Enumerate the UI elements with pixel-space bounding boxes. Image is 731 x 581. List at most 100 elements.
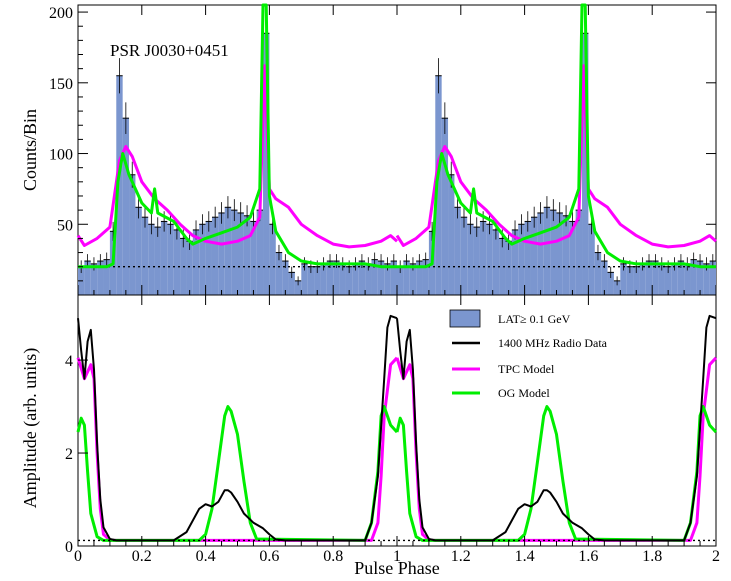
histogram-bar xyxy=(333,261,340,295)
og-model-top-curve xyxy=(397,3,716,269)
x-tick-label: 0.4 xyxy=(196,548,216,565)
histogram-bar xyxy=(314,266,321,295)
histogram-bar xyxy=(371,259,378,295)
tpc-model-curve xyxy=(395,356,718,542)
histogram-bar xyxy=(499,238,506,295)
histogram-bar xyxy=(84,261,91,295)
histogram-bar xyxy=(263,33,270,295)
histogram-bar xyxy=(339,263,346,295)
histogram-bar xyxy=(441,118,449,295)
histogram-bar xyxy=(345,266,353,295)
histogram-bar xyxy=(556,212,563,295)
histogram-bar xyxy=(645,261,653,295)
histogram-bar xyxy=(479,221,487,295)
histogram-bar xyxy=(575,210,583,295)
x-tick-label: 0.8 xyxy=(323,548,343,565)
histogram-bar xyxy=(211,217,219,295)
histogram-bar xyxy=(192,229,200,295)
histogram-bar xyxy=(90,263,98,295)
histogram-bar xyxy=(601,261,608,295)
top-y-axis-label: Counts/Bin xyxy=(20,109,40,191)
histogram-bar xyxy=(518,224,525,295)
x-axis-label: Pulse Phase xyxy=(354,558,440,578)
histogram-bar xyxy=(365,263,372,295)
tpc-model-top-curve xyxy=(76,64,398,249)
top-y-tick-label: 100 xyxy=(49,147,73,164)
histogram-bar xyxy=(326,261,334,295)
x-tick-label: 0 xyxy=(74,548,82,565)
og-model-top-curve xyxy=(78,3,397,269)
histogram-bar xyxy=(652,261,659,295)
legend-label-radio: 1400 MHz Radio Data xyxy=(498,336,608,350)
histogram-bar xyxy=(664,266,672,295)
histogram-bar xyxy=(218,212,225,295)
histogram-bar xyxy=(384,263,391,295)
histogram-bar xyxy=(320,263,327,295)
og-model-curve xyxy=(76,405,399,542)
histogram-bar xyxy=(97,261,104,295)
histogram-bar xyxy=(231,210,238,295)
histogram-bar xyxy=(505,241,512,295)
histogram-bar xyxy=(403,261,410,295)
histogram-bar xyxy=(594,252,602,295)
histogram-bar xyxy=(307,266,315,295)
x-tick-label: 1.8 xyxy=(642,548,662,565)
histogram-bar xyxy=(550,210,557,295)
top-y-tick-label: 150 xyxy=(49,76,73,93)
histogram-bar xyxy=(633,266,640,295)
x-tick-label: 1.6 xyxy=(578,548,598,565)
histogram-bar xyxy=(377,261,385,295)
x-tick-label: 0.2 xyxy=(132,548,152,565)
histogram-bar xyxy=(639,263,646,295)
radio-curve xyxy=(396,314,717,542)
tpc-model-top-curve xyxy=(395,64,717,249)
pulsar-name-annotation: PSR J0030+0451 xyxy=(110,41,229,60)
histogram-bar xyxy=(148,224,155,295)
histogram-bar xyxy=(409,263,417,295)
histogram-bar xyxy=(129,174,136,295)
legend-swatch-lat xyxy=(449,309,481,328)
histogram-bar xyxy=(167,224,174,295)
og-model-curve xyxy=(395,405,718,542)
histogram-bar xyxy=(435,75,442,295)
legend-label-lat: LAT≥ 0.1 GeV xyxy=(498,312,571,326)
histogram-bar xyxy=(103,259,110,295)
histogram-bar xyxy=(543,207,551,295)
histogram-bar xyxy=(709,261,716,295)
legend: LAT≥ 0.1 GeV 1400 MHz Radio Data TPC Mod… xyxy=(449,309,608,400)
legend-label-og: OG Model xyxy=(498,386,550,400)
histogram-bar xyxy=(256,210,264,295)
histogram-bar xyxy=(269,224,276,295)
histogram-bar xyxy=(416,261,423,295)
histogram-bar xyxy=(569,221,576,295)
legend-label-tpc: TPC Model xyxy=(498,362,555,376)
histogram-bar xyxy=(613,280,621,295)
histogram-bar xyxy=(511,229,519,295)
histogram-bar xyxy=(301,263,308,295)
bottom-y-tick-label: 4 xyxy=(65,353,73,370)
histogram-bar xyxy=(626,266,634,295)
histogram-bar xyxy=(460,217,468,295)
histogram-bar xyxy=(492,229,500,295)
bottom-plot-frame xyxy=(77,294,717,547)
histogram-bar xyxy=(671,263,678,295)
histogram-bar xyxy=(275,252,283,295)
histogram-bar xyxy=(294,280,302,295)
histogram-bar xyxy=(199,224,206,295)
histogram-bar xyxy=(250,221,257,295)
x-tick-label: 1.4 xyxy=(515,548,535,565)
histogram-bar xyxy=(122,118,130,295)
bottom-y-axis-label: Amplitude (arb. units) xyxy=(20,348,41,508)
x-tick-label: 2 xyxy=(712,548,720,565)
histogram-bar xyxy=(696,261,704,295)
histogram-bar xyxy=(486,224,493,295)
histogram-bar xyxy=(135,207,142,295)
histogram-bar xyxy=(690,259,697,295)
histogram-bar xyxy=(358,261,366,295)
histogram-bar xyxy=(173,229,181,295)
histogram-bar xyxy=(524,221,531,295)
histogram-bar xyxy=(352,263,359,295)
histogram-bar xyxy=(530,217,538,295)
histogram-bar xyxy=(237,212,244,295)
